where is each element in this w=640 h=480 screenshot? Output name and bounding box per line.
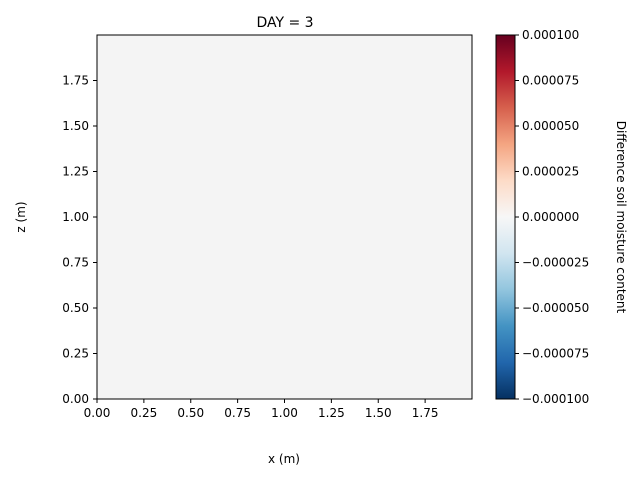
- colorbar-tick-label: 0.000075: [522, 74, 579, 88]
- colorbar-tick-label: 0.000000: [522, 210, 579, 224]
- x-tick-label: 0.50: [177, 406, 204, 420]
- y-tick-label: 0.75: [62, 256, 89, 270]
- x-axis-label: x (m): [268, 452, 300, 466]
- y-tick-label: 0.25: [62, 347, 89, 361]
- colorbar-tick-label: 0.000050: [522, 119, 579, 133]
- colorbar-tick-label: 0.000100: [522, 28, 579, 42]
- colorbar-tick-label: −0.000100: [522, 392, 589, 406]
- y-tick-label: 0.50: [62, 301, 89, 315]
- y-tick-label: 1.25: [62, 165, 89, 179]
- x-tick-label: 1.75: [412, 406, 439, 420]
- y-tick-label: 1.00: [62, 210, 89, 224]
- x-tick-label: 0.75: [224, 406, 251, 420]
- colorbar-tick-label: −0.000025: [522, 256, 589, 270]
- colorbar-tick-label: −0.000050: [522, 301, 589, 315]
- y-axis-ticks: 0.00 0.25 0.50 0.75 1.00 1.25 1.50 1.75: [62, 74, 97, 406]
- colorbar-tick-label: −0.000075: [522, 347, 589, 361]
- soil-moisture-field: [97, 35, 472, 399]
- colorbar-label: Difference soil moisture content: [614, 121, 628, 314]
- x-tick-label: 0.00: [84, 406, 111, 420]
- y-tick-label: 1.75: [62, 74, 89, 88]
- x-tick-label: 1.00: [271, 406, 298, 420]
- y-tick-label: 1.50: [62, 119, 89, 133]
- y-tick-label: 0.00: [62, 392, 89, 406]
- x-tick-label: 1.25: [318, 406, 345, 420]
- x-tick-label: 1.50: [365, 406, 392, 420]
- colorbar-ticks: −0.000100 −0.000075 −0.000050 −0.000025 0.00…: [515, 28, 589, 406]
- chart-title: DAY = 3: [256, 15, 313, 31]
- colorbar: [495, 34, 516, 400]
- colorbar-tick-label: 0.000025: [522, 165, 579, 179]
- x-tick-label: 0.25: [131, 406, 158, 420]
- x-axis-ticks: 0.00 0.25 0.50 0.75 1.00 1.25 1.50 1.75: [84, 399, 439, 420]
- y-axis-label: z (m): [14, 201, 28, 232]
